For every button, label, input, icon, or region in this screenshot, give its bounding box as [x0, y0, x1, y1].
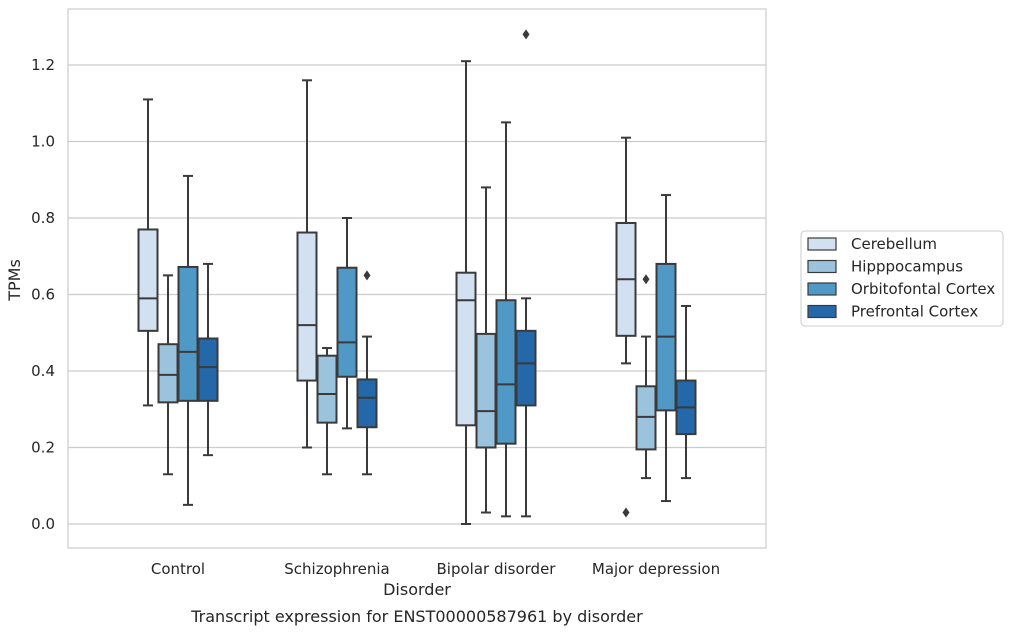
box	[296, 79, 318, 449]
box	[635, 274, 657, 480]
legend-label: Orbitofontal Cortex	[851, 280, 995, 298]
x-tick-label: Major depression	[592, 560, 720, 578]
outlier-point	[363, 270, 371, 281]
box	[515, 29, 537, 518]
y-tick-label: 0.6	[31, 286, 55, 304]
iqr-box	[137, 228, 159, 332]
plot-frame	[67, 8, 767, 549]
x-tick-label: Schizophrenia	[284, 560, 389, 578]
iqr-box	[197, 337, 219, 402]
y-tick-label: 1.2	[31, 56, 55, 74]
legend: Cerebellum Hipppocampus Orbitofontal Corte…	[800, 230, 1004, 327]
y-axis-label: TPMs	[5, 259, 24, 302]
iqr-box	[177, 265, 199, 402]
series-2	[177, 121, 677, 518]
iqr-box	[336, 266, 358, 378]
box	[316, 347, 338, 476]
legend-label: Prefrontal Cortex	[851, 303, 978, 321]
chart-caption: Transcript expression for ENST0000058796…	[190, 607, 643, 626]
outlier-point	[642, 274, 650, 285]
x-tick-label: Control	[151, 560, 205, 578]
x-axis-label: Disorder	[383, 580, 451, 599]
outlier-point	[622, 507, 630, 518]
series-3	[197, 29, 697, 518]
iqr-box	[475, 332, 497, 449]
box	[655, 194, 677, 503]
legend-swatch	[807, 304, 837, 319]
legend-swatch	[807, 282, 837, 296]
box	[177, 174, 199, 506]
iqr-box	[495, 299, 517, 445]
y-tick-labels: 0.0 0.2 0.4 0.6 0.8 1.0 1.2	[31, 56, 55, 533]
box	[455, 60, 477, 525]
iqr-box	[157, 343, 179, 404]
legend-label: Cerebellum	[851, 235, 937, 253]
legend-frame	[800, 230, 1004, 327]
series-0	[137, 60, 637, 525]
box	[197, 262, 219, 457]
legend-swatch	[807, 259, 837, 274]
box-series	[137, 29, 697, 525]
y-tick-label: 1.0	[31, 133, 55, 151]
box	[675, 304, 697, 480]
box	[137, 98, 159, 407]
box	[615, 136, 637, 518]
y-tick-label: 0.2	[31, 439, 55, 457]
iqr-box	[515, 329, 537, 407]
box	[157, 274, 179, 476]
x-tick-labels: Control Schizophrenia Bipolar disorder Majo…	[151, 560, 720, 578]
legend-label: Hipppocampus	[851, 258, 963, 276]
iqr-box	[455, 271, 477, 427]
iqr-box	[356, 378, 378, 429]
x-tick-label: Bipolar disorder	[437, 560, 557, 578]
box	[495, 121, 517, 518]
iqr-box	[296, 231, 318, 382]
y-tick-label: 0.4	[31, 362, 55, 380]
legend-swatch	[807, 237, 837, 251]
iqr-box	[316, 354, 338, 424]
box	[356, 270, 378, 476]
series-1	[157, 186, 657, 514]
y-tick-label: 0.8	[31, 209, 55, 227]
box	[336, 217, 358, 430]
box	[475, 186, 497, 514]
y-tick-label: 0.0	[31, 515, 55, 533]
outlier-point	[522, 29, 530, 40]
